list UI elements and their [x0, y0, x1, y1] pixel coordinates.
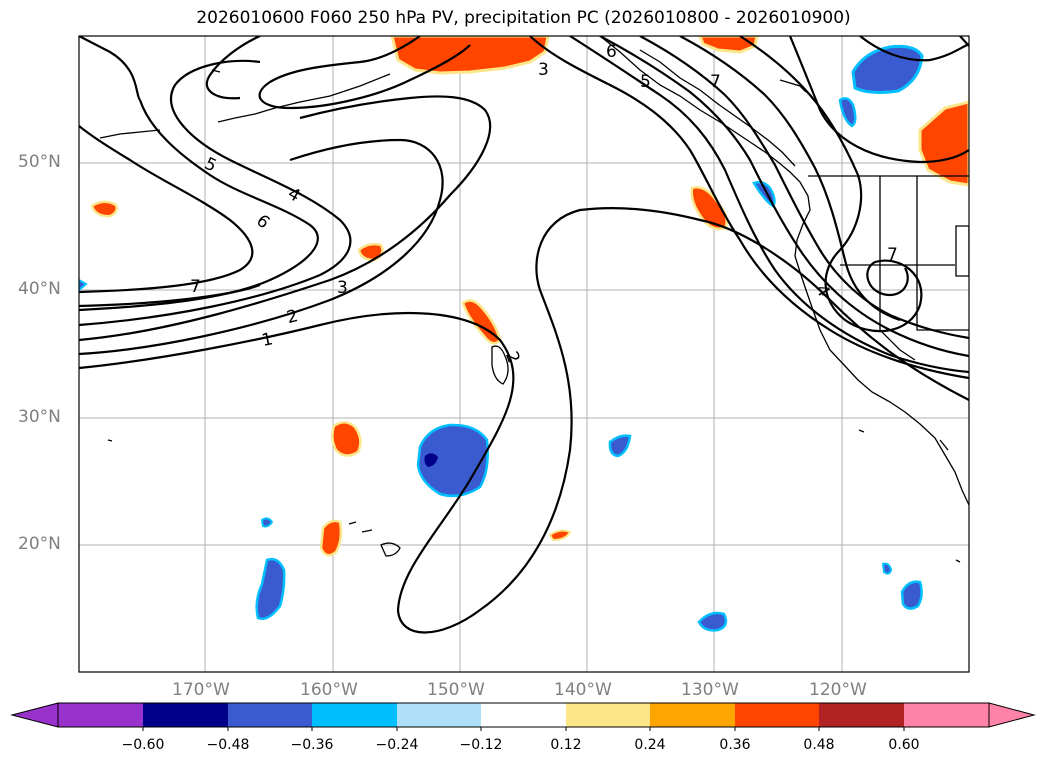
coastlines: [99, 36, 969, 563]
lon-label-150w: 150°W: [427, 680, 485, 700]
lon-label-130w: 130°W: [681, 680, 739, 700]
contour-label: 7: [190, 277, 201, 297]
lat-label-40n: 40°N: [18, 279, 61, 299]
contour-label: 2: [285, 306, 300, 328]
contour-label: 7: [710, 72, 721, 92]
colorbar-tick: 0.12: [550, 737, 582, 753]
map-title: 2026010600 F060 250 hPa PV, precipitatio…: [196, 8, 851, 28]
contour-label: 6: [606, 42, 617, 62]
lon-label-140w: 140°W: [554, 680, 612, 700]
colorbar-tick: 0.48: [803, 737, 835, 753]
colorbar-tick: −0.60: [121, 737, 165, 753]
colorbar-tick: −0.36: [290, 737, 334, 753]
colorbar-tick: 0.60: [888, 737, 920, 753]
lon-label-120w: 120°W: [809, 680, 867, 700]
lat-label-50n: 50°N: [18, 152, 61, 172]
colorbar-tick: 0.36: [719, 737, 751, 753]
lat-label-30n: 30°N: [18, 407, 61, 427]
map-background: [79, 36, 969, 672]
lon-label-160w: 160°W: [300, 680, 358, 700]
contour-label: 3: [538, 60, 549, 80]
colorbar-tick: −0.48: [206, 737, 250, 753]
contour-label: 1: [260, 329, 275, 351]
colorbar: [10, 702, 1036, 731]
contour-label: 3: [337, 278, 348, 298]
contour-label: 5: [640, 72, 651, 92]
colorbar-tick: −0.24: [375, 737, 419, 753]
colorbar-tick: −0.12: [459, 737, 503, 753]
lon-label-170w: 170°W: [172, 680, 230, 700]
colorbar-tick: 0.24: [634, 737, 666, 753]
map-frame: [78, 35, 970, 673]
lat-label-20n: 20°N: [18, 534, 61, 554]
pv-contours: [79, 36, 969, 634]
contour-label: 7: [887, 245, 898, 265]
